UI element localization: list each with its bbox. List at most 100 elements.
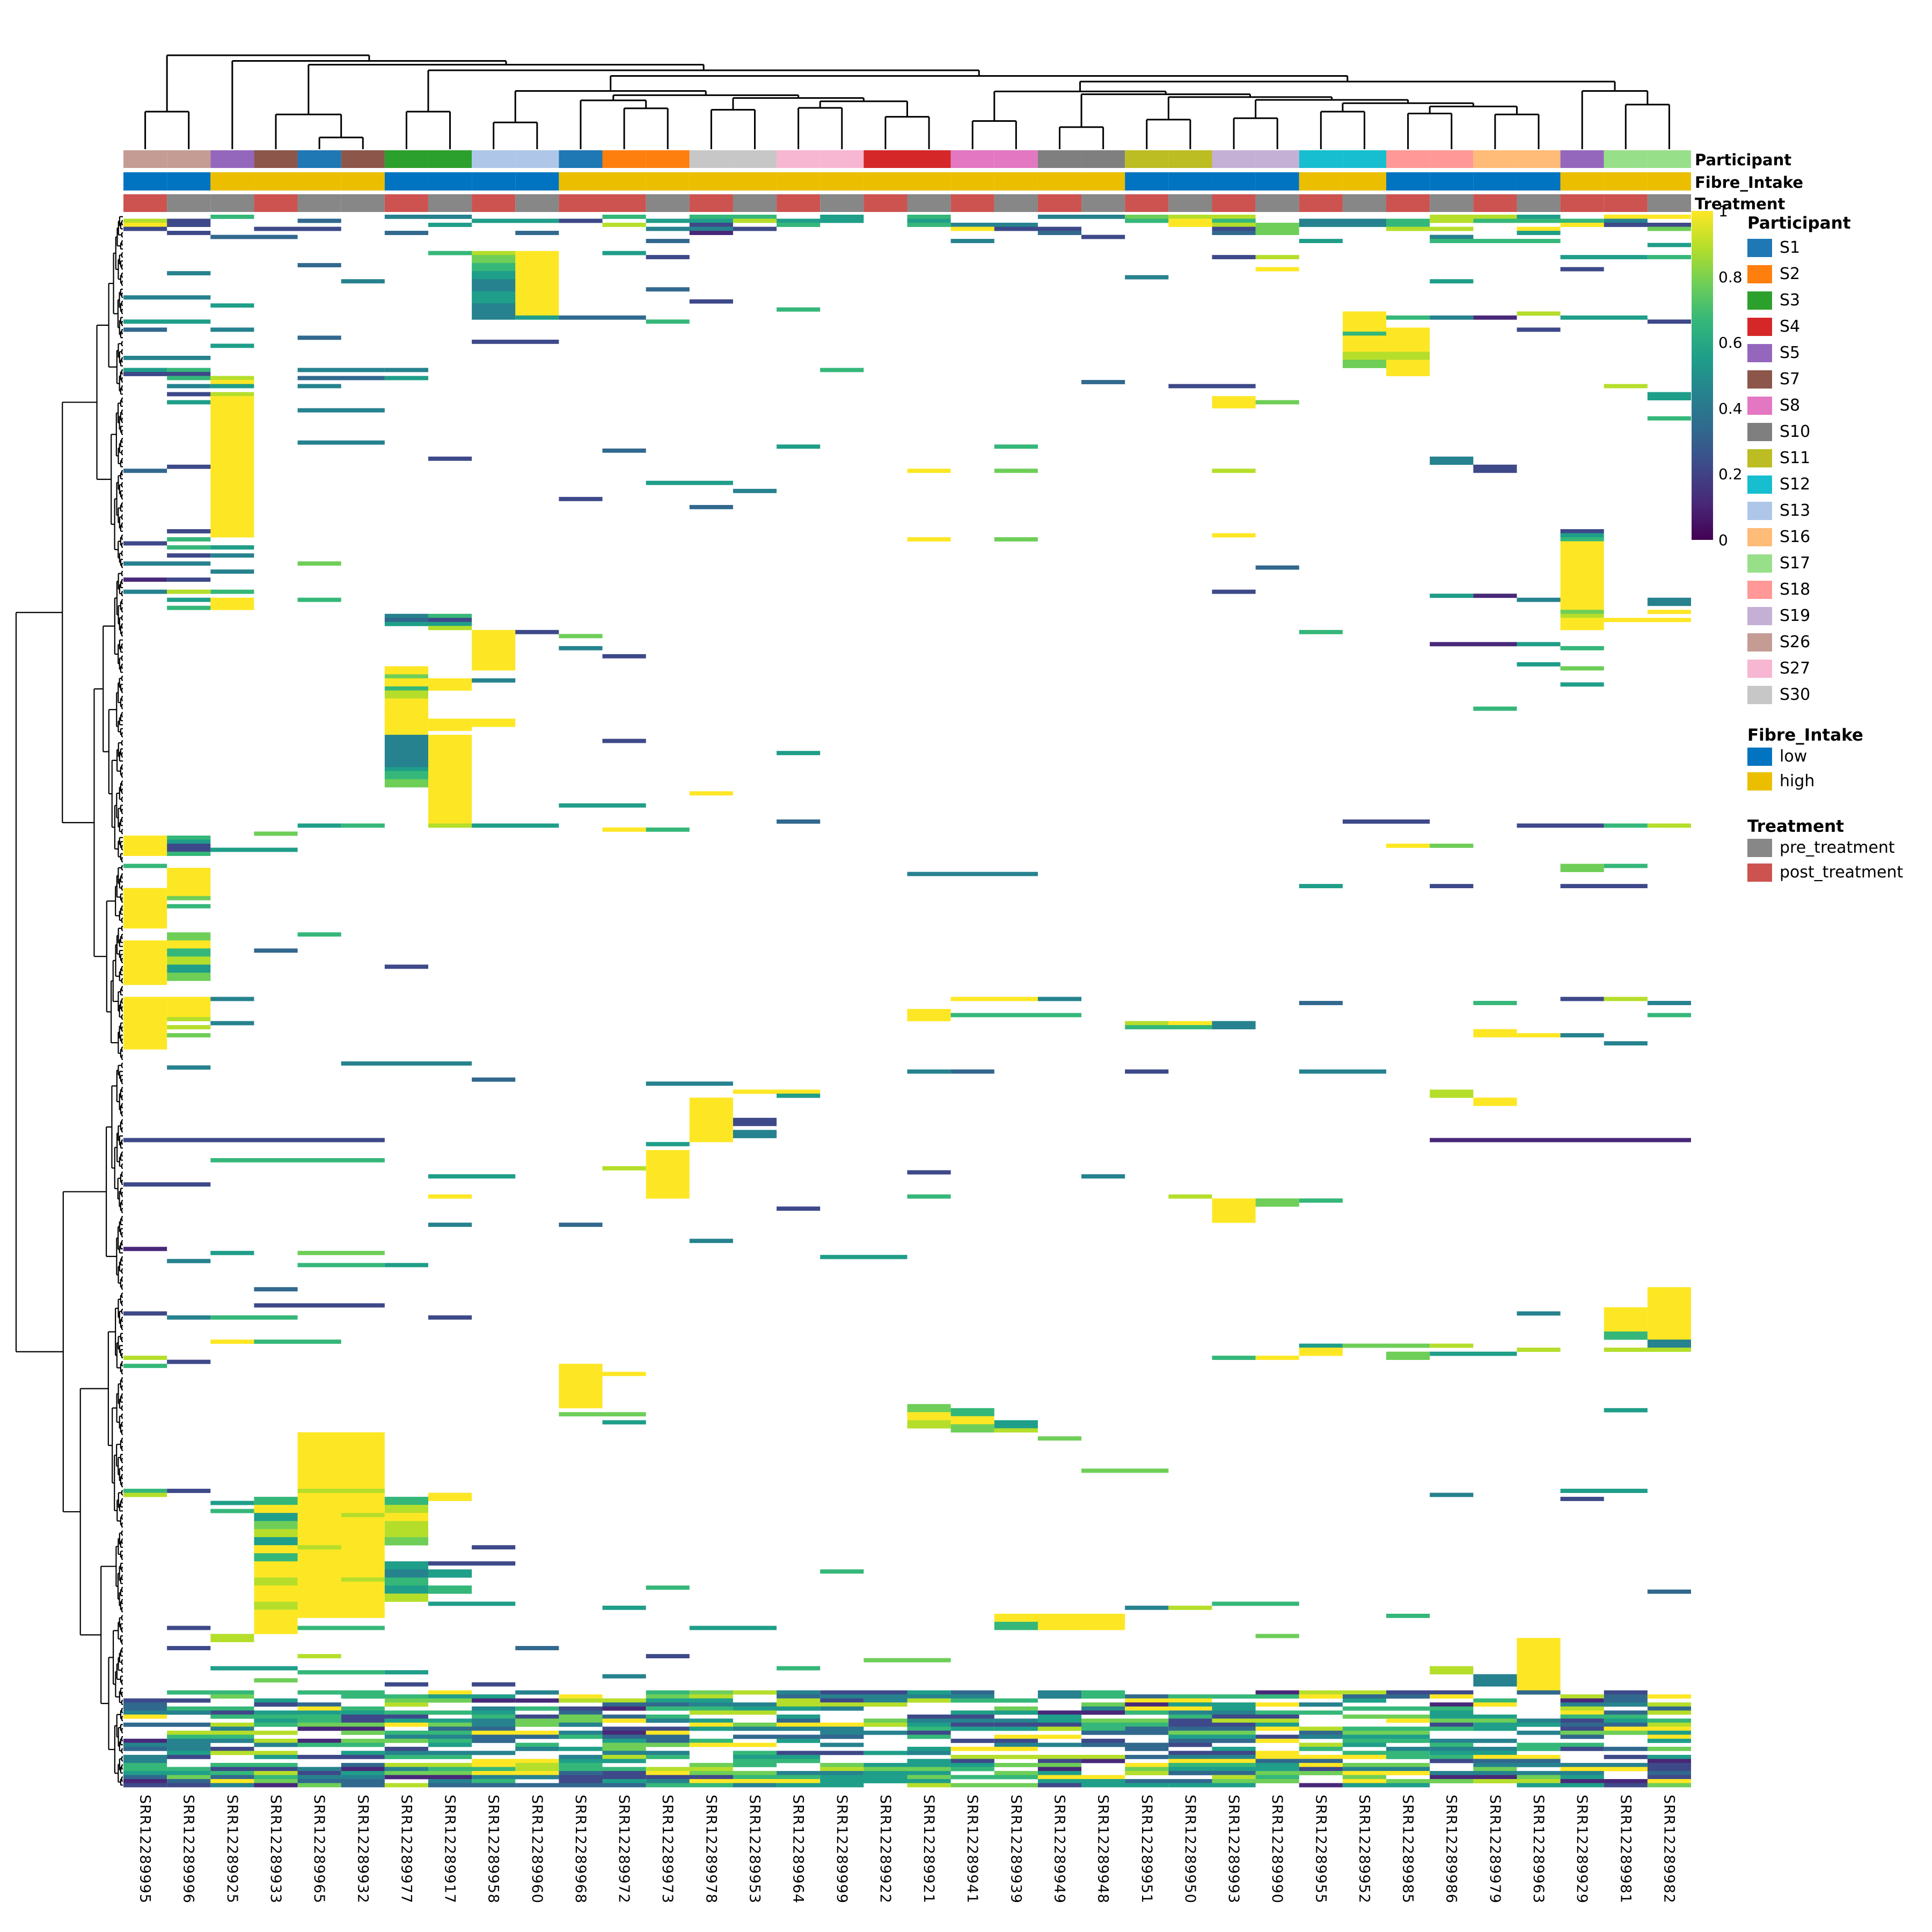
heatmap-cell	[1560, 315, 1648, 320]
column-label: SRR12289951	[1138, 1795, 1155, 1904]
heatmap-cell	[1342, 360, 1387, 368]
heatmap-cell	[1037, 1783, 1082, 1788]
heatmap-cell	[428, 223, 472, 227]
heatmap-cell	[1647, 1722, 1691, 1727]
heatmap-cell	[863, 1722, 908, 1727]
heatmap-cell	[1255, 1762, 1299, 1767]
treatment-annotation-cell	[1212, 194, 1256, 212]
heatmap-cell	[1168, 1694, 1212, 1699]
column-annotation-bars	[123, 150, 1691, 212]
heatmap-cell	[1037, 1767, 1082, 1772]
annotation-label-fibre: Fibre_Intake	[1695, 173, 1804, 192]
heatmap-cell	[1299, 1735, 1343, 1739]
heatmap-cell	[1386, 223, 1430, 227]
heatmap-cell	[907, 537, 951, 541]
heatmap-cell	[1560, 1767, 1648, 1772]
heatmap-cell	[1647, 1762, 1691, 1767]
heatmap-cell	[1125, 1762, 1169, 1767]
heatmap-cell	[777, 218, 864, 223]
heatmap-cell	[210, 384, 254, 389]
heatmap-cell	[689, 1710, 777, 1715]
heatmap-cell	[210, 1250, 254, 1255]
column-label: SRR12289953	[746, 1795, 763, 1904]
participant-annotation-cell	[123, 150, 167, 168]
heatmap-cell	[1299, 630, 1343, 634]
heatmap-cell	[1386, 1714, 1430, 1719]
fibre-annotation-cell	[123, 172, 167, 191]
heatmap-cell	[384, 1767, 428, 1772]
heatmap-cell	[602, 827, 646, 832]
fibre-annotation-cell	[428, 172, 472, 191]
heatmap-cell	[254, 1340, 341, 1344]
heatmap-cell	[1647, 243, 1691, 247]
heatmap-cell	[1212, 533, 1256, 538]
heatmap-cell	[1168, 215, 1256, 219]
heatmap-cell	[1386, 360, 1430, 376]
legend-swatch	[1747, 528, 1772, 546]
heatmap-cell	[1430, 1694, 1474, 1699]
heatmap-cell	[167, 964, 211, 973]
heatmap-cell	[1517, 327, 1561, 332]
heatmap-cell	[950, 1710, 994, 1715]
fibre-annotation-cell	[1386, 172, 1430, 191]
heatmap-cell	[1212, 1198, 1256, 1223]
heatmap-cell	[123, 1746, 167, 1751]
fibre-annotation-cell	[1647, 172, 1691, 191]
heatmap-cell	[167, 400, 211, 405]
heatmap-cell	[1560, 618, 1604, 631]
heatmap-cell	[689, 1690, 733, 1695]
heatmap-cell	[1604, 618, 1691, 623]
heatmap-cell	[689, 223, 733, 227]
heatmap-cell	[1212, 255, 1256, 260]
heatmap-cell	[820, 215, 864, 219]
heatmap-cell	[123, 1767, 167, 1772]
heatmap-cell	[384, 779, 428, 788]
heatmap-cell	[733, 218, 777, 223]
heatmap-cell	[254, 1710, 341, 1715]
heatmap-cell	[384, 1505, 428, 1513]
heatmap-cell	[1168, 1762, 1256, 1767]
heatmap-cell	[1517, 215, 1561, 219]
participant-annotation-cell	[602, 150, 646, 168]
heatmap-cell	[123, 541, 167, 546]
heatmap-cell	[297, 1779, 385, 1783]
heatmap-cell	[1517, 1730, 1561, 1735]
heatmap-cell	[1604, 1348, 1691, 1352]
legend-label: S11	[1780, 449, 1811, 467]
heatmap-cell	[210, 847, 298, 852]
heatmap-cell	[646, 319, 690, 324]
column-label: SRR12289977	[398, 1795, 415, 1904]
heatmap-cell	[602, 654, 646, 658]
heatmap-cell	[1168, 1754, 1256, 1759]
heatmap-cell	[1430, 1343, 1474, 1348]
participant-annotation-cell	[384, 150, 428, 168]
legend-swatch	[1747, 291, 1772, 310]
fibre-annotation-cell	[1604, 172, 1648, 191]
heatmap-cell	[950, 997, 1038, 1001]
heatmap-cell	[863, 1751, 908, 1755]
treatment-annotation-cell	[1604, 194, 1648, 212]
heatmap-cell	[428, 626, 472, 631]
heatmap-cell	[1647, 1340, 1691, 1348]
heatmap-cell	[428, 1194, 472, 1199]
heatmap-cell	[1168, 1743, 1212, 1747]
heatmap-cell	[1430, 642, 1517, 647]
column-label: SRR12289929	[1574, 1795, 1591, 1904]
heatmap-cell	[123, 1311, 167, 1316]
heatmap-cell	[1342, 331, 1387, 336]
heatmap-cell	[777, 1770, 864, 1775]
heatmap-cell	[384, 1735, 472, 1739]
heatmap-cell	[123, 1714, 167, 1719]
heatmap-cell	[297, 823, 341, 828]
heatmap-cell	[1560, 1762, 1648, 1767]
heatmap-cell	[689, 231, 733, 235]
heatmap-cell	[1386, 1738, 1430, 1743]
heatmap-cell	[777, 1666, 821, 1671]
heatmap-cell	[254, 1718, 298, 1723]
heatmap-cell	[123, 355, 211, 360]
heatmap-cell	[994, 1428, 1038, 1433]
participant-annotation-cell	[428, 150, 472, 168]
heatmap-cell	[1430, 235, 1474, 239]
heatmap-cell	[1386, 315, 1430, 320]
heatmap-cell	[210, 589, 254, 594]
